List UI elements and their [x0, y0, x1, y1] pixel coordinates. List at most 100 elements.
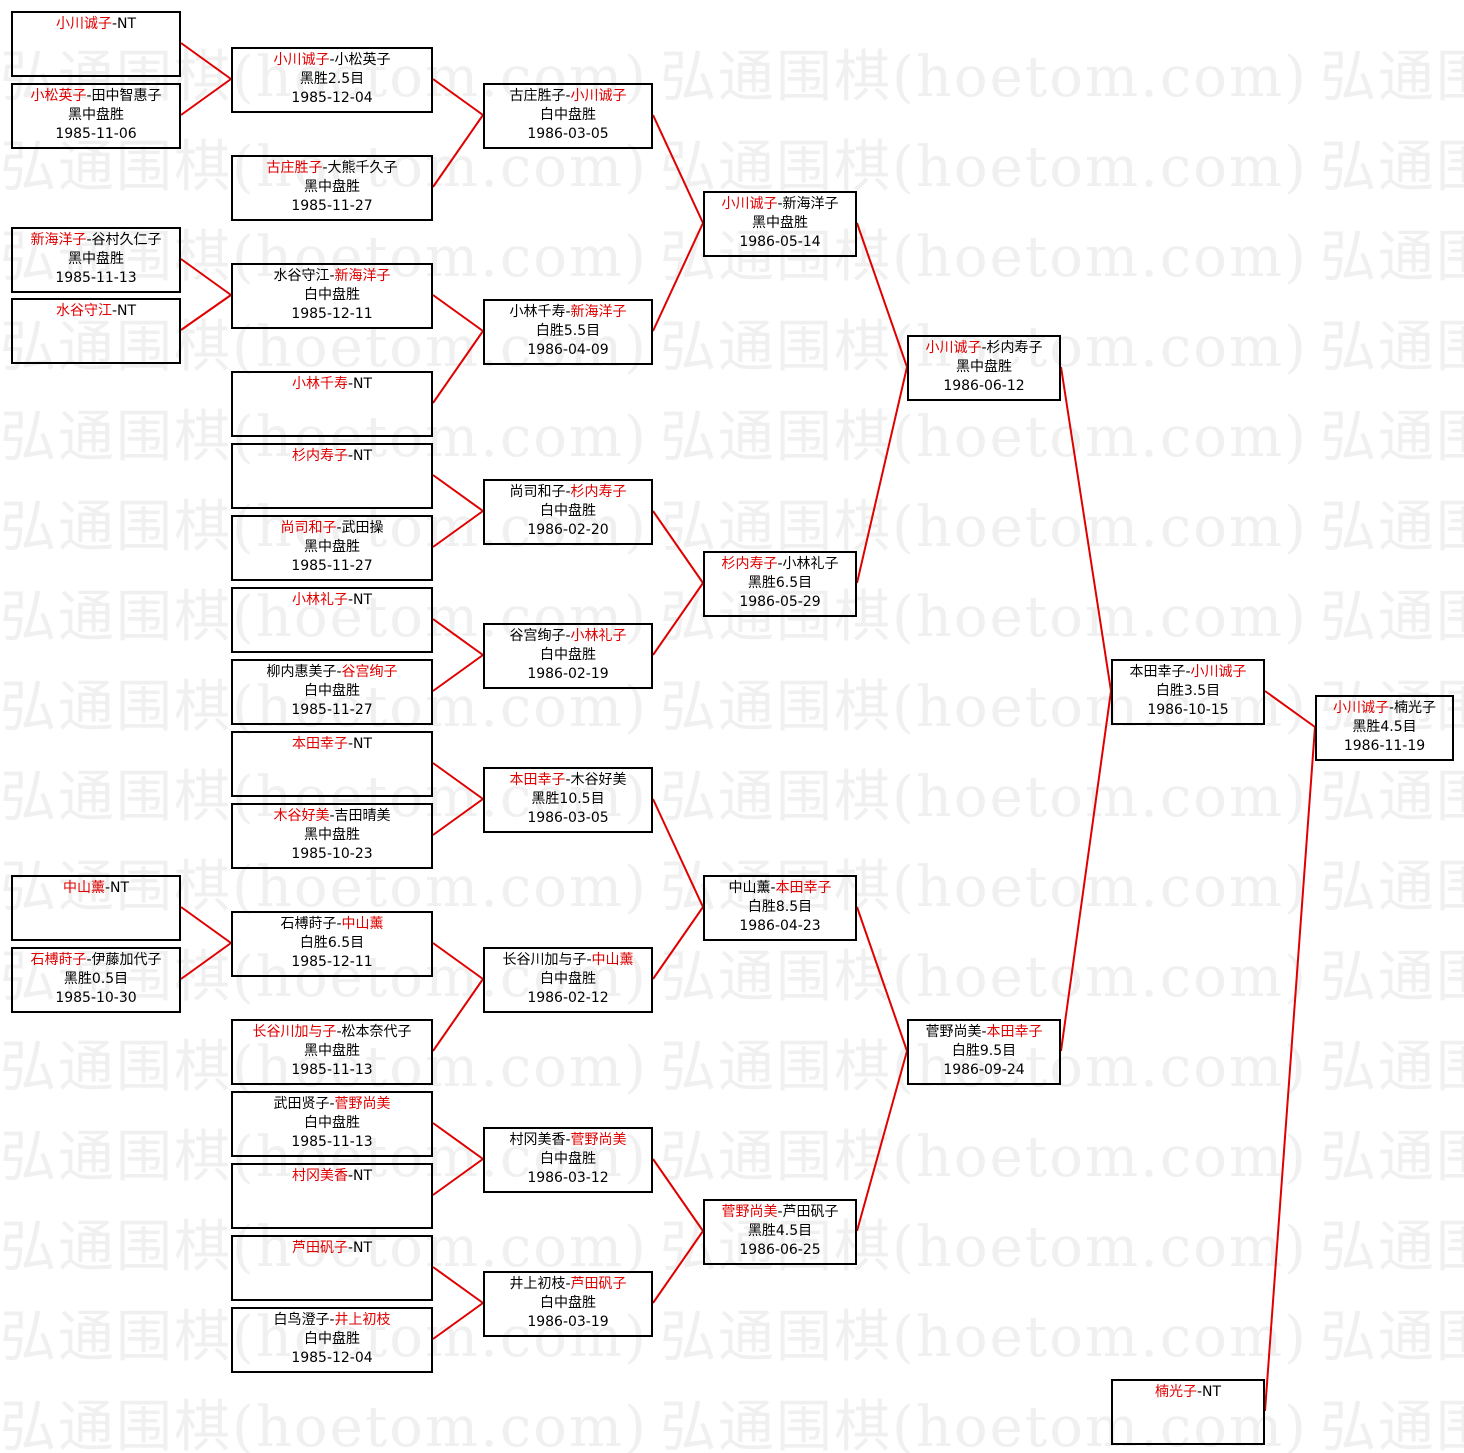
watermark-text: 弘通围棋(hoetom.com)弘通围棋(hoetom.com)弘通围棋(hoe… — [0, 752, 1464, 833]
match-box: 本田幸子-NT — [231, 731, 433, 797]
separator: - — [565, 772, 571, 788]
match-result: 白中盘胜 — [304, 287, 360, 303]
match-box: 白鸟澄子-井上初枝 白中盘胜 1985-12-04 — [231, 1307, 433, 1373]
match-box: 小林礼子-NT — [231, 587, 433, 653]
match-box: 本田幸子-小川诚子 白胜3.5目 1986-10-15 — [1111, 659, 1265, 725]
match-date: 1986-03-05 — [527, 126, 609, 142]
player-1: 杉内寿子 — [721, 556, 778, 572]
match-players: 小川诚子-新海洋子 — [705, 195, 855, 214]
match-date: 1986-04-23 — [739, 918, 821, 934]
match-players: 柳内惠美子-谷宫绚子 — [233, 663, 431, 682]
watermark-text: 弘通围棋(hoetom.com)弘通围棋(hoetom.com)弘通围棋(hoe… — [0, 122, 1464, 203]
match-result: 黑胜4.5目 — [1352, 719, 1417, 735]
match-players: 杉内寿子-NT — [233, 447, 431, 466]
match-result: 白中盘胜 — [304, 1115, 360, 1131]
match-players: 小林千寿-NT — [233, 375, 431, 394]
watermark-text-segment: 弘通围棋(hoetom.com) — [0, 855, 648, 920]
player-1: 小松英子 — [30, 88, 87, 104]
player-1: 石榑莳子 — [30, 952, 87, 968]
match-result — [233, 1186, 431, 1205]
separator: - — [1388, 700, 1395, 716]
bracket-connector — [180, 78, 232, 116]
match-date: 1986-02-20 — [527, 522, 609, 538]
match-box: 杉内寿子-小林礼子 黑胜6.5目 1986-05-29 — [703, 551, 857, 617]
bracket-connector — [432, 1266, 484, 1304]
match-date: 1985-11-13 — [291, 1062, 373, 1078]
match-players: 白鸟澄子-井上初枝 — [233, 1311, 431, 1330]
match-result — [233, 394, 431, 413]
match-box: 村冈美香-NT — [231, 1163, 433, 1229]
player-1: 长谷川加与子 — [502, 952, 587, 968]
match-players: 芦田矾子-NT — [233, 1239, 431, 1258]
match-result: 黑胜10.5目 — [531, 791, 605, 807]
match-date: 1986-11-19 — [1343, 738, 1426, 754]
player-2: 杉内寿子 — [570, 484, 627, 500]
player-1: 长谷川加与子 — [252, 1024, 337, 1040]
match-date — [13, 917, 179, 936]
match-players: 中山薰-NT — [13, 879, 179, 898]
bracket-connector — [1264, 690, 1316, 728]
player-2: NT — [117, 303, 137, 319]
player-1: 井上初枝 — [509, 1276, 566, 1292]
player-2: 中山薰 — [341, 916, 384, 932]
bracket-connector — [432, 1302, 484, 1340]
player-1: 古庄胜子 — [509, 88, 566, 104]
player-2: NT — [353, 448, 373, 464]
match-players: 小川诚子-楠光子 — [1317, 699, 1452, 718]
bracket-connector — [432, 654, 484, 692]
player-1: 小林千寿 — [291, 376, 348, 392]
player-2: 田中智惠子 — [91, 88, 162, 104]
player-2: NT — [117, 16, 137, 32]
watermark-text-segment: 弘通围棋(hoetom.com) — [660, 675, 1308, 740]
match-result: 白中盘胜 — [304, 1331, 360, 1347]
watermark-text-segment: 弘通围棋(hoetom.com) — [0, 315, 648, 380]
bracket-connector — [432, 978, 484, 1052]
watermark-text: 弘通围棋(hoetom.com)弘通围棋(hoetom.com)弘通围棋(hoe… — [0, 392, 1464, 473]
match-players: 小林礼子-NT — [233, 591, 431, 610]
match-box: 长谷川加与子-中山薰 白中盘胜 1986-02-12 — [483, 947, 653, 1013]
match-box: 小林千寿-新海洋子 白胜5.5目 1986-04-09 — [483, 299, 653, 365]
watermark-text-segment: 弘通围棋(hoetom.com) — [660, 1035, 1308, 1100]
match-players: 谷宫绚子-小林礼子 — [485, 627, 651, 646]
watermark-text-segment: 弘通围棋(hoetom.com) — [660, 1215, 1308, 1280]
match-date — [13, 53, 179, 72]
bracket-connector — [432, 762, 484, 800]
match-players: 小川诚子-NT — [13, 15, 179, 34]
match-players: 武田贤子-菅野尚美 — [233, 1095, 431, 1114]
player-2: NT — [353, 376, 373, 392]
match-players: 杉内寿子-小林礼子 — [705, 555, 855, 574]
match-box: 新海洋子-谷村久仁子 黑中盘胜 1985-11-13 — [11, 227, 181, 293]
match-date — [13, 340, 179, 359]
separator: - — [86, 88, 92, 104]
match-date: 1986-02-12 — [527, 990, 609, 1006]
watermark-text-segment: 弘通围棋(hoetom.com) — [660, 1125, 1308, 1190]
player-2: 伊藤加代子 — [91, 952, 162, 968]
player-1: 小川诚子 — [925, 340, 982, 356]
match-players: 小川诚子-杉内寿子 — [909, 339, 1059, 358]
bracket-connector — [432, 510, 484, 548]
match-box: 杉内寿子-NT — [231, 443, 433, 509]
bracket-connector — [180, 258, 232, 296]
watermark-text: 弘通围棋(hoetom.com)弘通围棋(hoetom.com)弘通围棋(hoe… — [0, 572, 1464, 653]
watermark-text-segment: 弘通围棋(hoetom.com) — [1320, 1125, 1464, 1190]
match-box: 水谷守江-新海洋子 白中盘胜 1985-12-11 — [231, 263, 433, 329]
watermark-text-segment: 弘通围棋(hoetom.com) — [1320, 675, 1464, 740]
player-2: 菅野尚美 — [334, 1096, 391, 1112]
separator: - — [1196, 1384, 1203, 1400]
bracket-connector — [432, 1158, 484, 1196]
player-1: 谷宫绚子 — [509, 628, 566, 644]
player-1: 中山薰 — [62, 880, 105, 896]
match-players: 古庄胜子-小川诚子 — [485, 87, 651, 106]
bracket-connector — [652, 906, 704, 980]
player-1: 小林千寿 — [509, 304, 566, 320]
match-result: 黑中盘胜 — [304, 1043, 360, 1059]
watermark-text: 弘通围棋(hoetom.com)弘通围棋(hoetom.com)弘通围棋(hoe… — [0, 1112, 1464, 1193]
match-date: 1985-11-06 — [55, 126, 137, 142]
player-2: 新海洋子 — [782, 196, 839, 212]
separator: - — [981, 340, 987, 356]
match-date: 1985-11-27 — [291, 702, 373, 718]
match-players: 水谷守江-NT — [13, 302, 179, 321]
player-2: NT — [353, 1168, 373, 1184]
match-box: 芦田矾子-NT — [231, 1235, 433, 1301]
watermark-text-segment: 弘通围棋(hoetom.com) — [1320, 315, 1464, 380]
